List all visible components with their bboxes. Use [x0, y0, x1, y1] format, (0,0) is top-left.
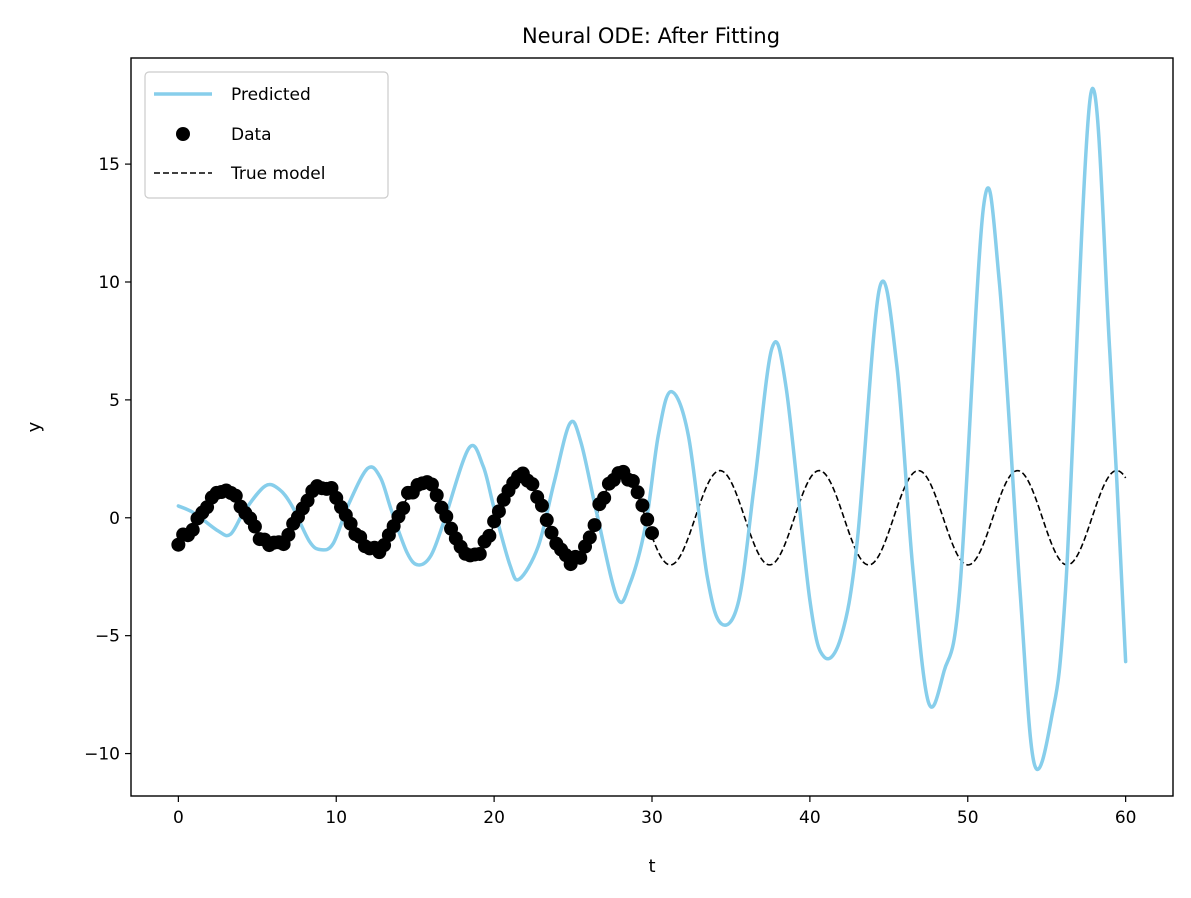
true-model-layer [178, 469, 1127, 566]
data-point [625, 474, 640, 489]
y-tick-label: 5 [109, 391, 120, 411]
x-tick-label: 0 [173, 808, 184, 828]
data-point [640, 512, 655, 527]
legend-data-label: Data [231, 125, 272, 145]
data-point [635, 498, 650, 513]
data-point [343, 516, 358, 531]
data-point [281, 527, 296, 542]
x-tick-label: 60 [1115, 808, 1137, 828]
legend: Predicted Data True model [144, 71, 389, 199]
data-point [525, 477, 540, 492]
data-point [439, 509, 454, 524]
data-point [429, 488, 444, 503]
y-tick-label: 15 [98, 155, 120, 175]
legend-predicted-label: Predicted [231, 85, 311, 105]
data-point [539, 513, 554, 528]
legend-data-swatch [176, 127, 190, 141]
data-point [630, 485, 645, 500]
data-point [472, 546, 487, 561]
data-point [645, 526, 659, 541]
data-point [582, 530, 597, 545]
data-point [597, 490, 612, 505]
data-point [544, 525, 559, 540]
y-tick-label: 0 [109, 509, 120, 529]
data-point [491, 504, 506, 519]
predicted-layer [176, 86, 1128, 772]
legend-box [144, 71, 389, 199]
x-tick-label: 40 [799, 808, 821, 828]
y-tick-label: −5 [95, 627, 120, 647]
x-tick-label: 30 [641, 808, 663, 828]
y-axis-label: y [24, 421, 45, 432]
true-model-line [178, 469, 1127, 566]
x-tick-label: 50 [957, 808, 979, 828]
data-point [396, 501, 411, 516]
x-tick-label: 20 [483, 808, 505, 828]
data-point [185, 522, 200, 537]
data-point [424, 477, 439, 492]
data-point [482, 528, 497, 543]
legend-true-label: True model [230, 164, 325, 184]
data-point [228, 488, 243, 503]
data-point [587, 518, 602, 533]
chart-title: Neural ODE: After Fitting [522, 24, 780, 48]
x-tick-label: 10 [325, 808, 347, 828]
x-axis-label: t [648, 856, 655, 877]
y-tick-label: −10 [84, 745, 120, 765]
y-axis: −10 −5 0 5 10 15 [84, 155, 131, 765]
data-point [573, 550, 588, 565]
data-points-layer [171, 464, 659, 572]
data-point [534, 498, 549, 513]
x-axis: 0 10 20 30 40 50 60 [173, 796, 1137, 828]
data-point [247, 519, 262, 534]
predicted-line [176, 86, 1128, 772]
y-tick-label: 10 [98, 273, 120, 293]
